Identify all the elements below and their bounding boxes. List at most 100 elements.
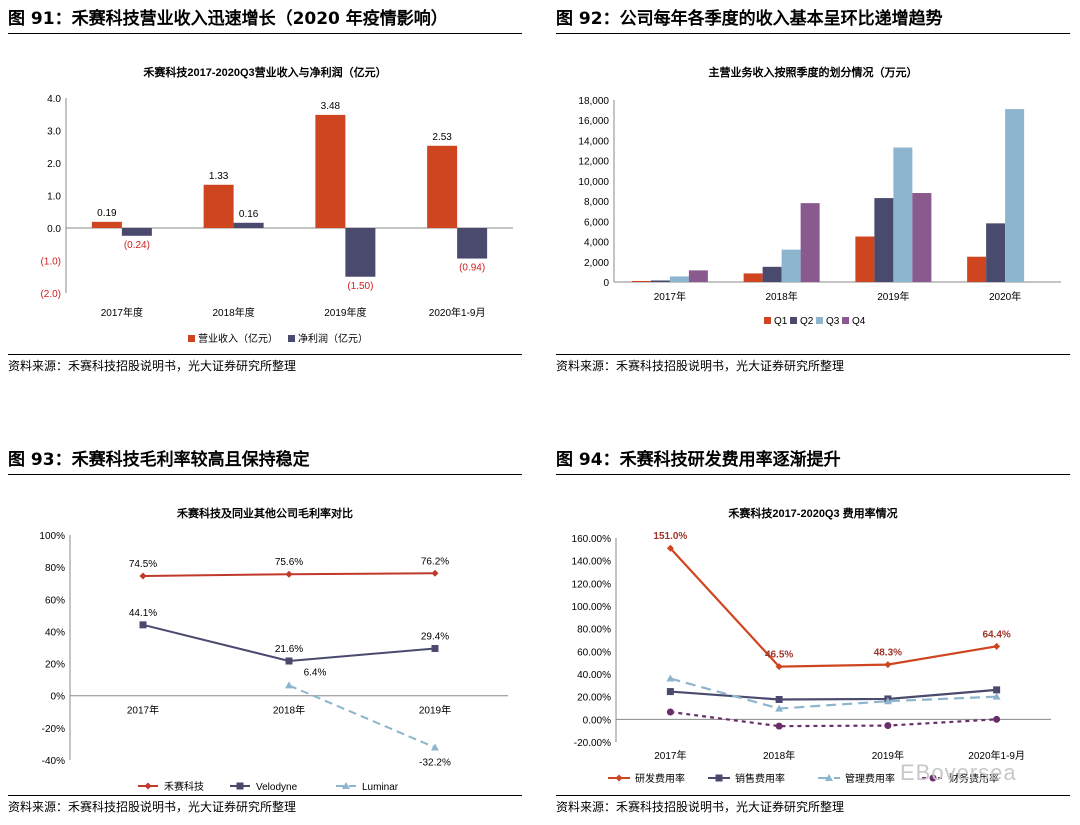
y-tick-label: 80.00%: [577, 625, 611, 636]
figure-source: 资料来源：禾赛科技招股说明书，光大证券研究所整理: [556, 795, 1070, 817]
x-tick-label: 2017年: [654, 749, 686, 762]
y-tick-label: 60%: [45, 595, 65, 606]
y-tick-label: 100%: [39, 531, 65, 542]
y-tick-label: (2.0): [40, 289, 61, 300]
legend-swatch: [188, 335, 195, 342]
figure-title: 图 94：禾赛科技研发费用率逐渐提升: [556, 445, 1070, 475]
bar-revenue: [203, 184, 234, 228]
data-label: 151.0%: [653, 531, 687, 542]
point-marker: [775, 696, 783, 703]
legend-label: 营业收入（亿元）: [198, 332, 278, 345]
y-tick-label: 0: [603, 278, 609, 289]
y-tick-label: 6,000: [584, 217, 609, 228]
x-tick-label: 2017年: [654, 290, 686, 303]
point-marker: [993, 642, 1001, 650]
x-tick-label: 2019年: [872, 749, 904, 762]
y-tick-label: 1.0: [47, 192, 61, 203]
figure-source: 资料来源：禾赛科技招股说明书，光大证券研究所整理: [8, 354, 522, 376]
bar-q3: [1005, 109, 1025, 282]
figure-source: 资料来源：禾赛科技招股说明书，光大证券研究所整理: [8, 795, 522, 817]
y-tick-label: 20%: [45, 660, 65, 671]
line-luminar: [288, 684, 436, 749]
point-marker: [285, 657, 293, 665]
x-tick-label: 2019年: [419, 704, 451, 717]
figure-92: 图 92：公司每年各季度的收入基本呈环比递增趋势 主营业务收入按照季度的划分情况…: [556, 4, 1070, 384]
y-tick-label: 100.00%: [572, 602, 612, 613]
bar-q3: [781, 249, 801, 282]
y-tick-label: 3.0: [47, 127, 61, 138]
legend-label: Q4: [852, 316, 866, 327]
chart-svg: 禾赛科技2017-2020Q3营业收入与净利润（亿元） 4.0 3.0 2.0 1.0 0…: [40, 65, 513, 345]
data-label: 2.53: [432, 132, 452, 143]
data-label: 44.1%: [129, 608, 157, 619]
y-tick-label: -40%: [42, 756, 65, 767]
x-tick-label: 2018年: [766, 290, 798, 303]
bar-net-profit: [457, 228, 488, 259]
bar-revenue: [315, 114, 346, 228]
legend-marker: [929, 774, 937, 782]
point-marker: [285, 681, 293, 689]
y-tick-label: 0.00%: [583, 715, 611, 726]
legend-swatch: [764, 317, 771, 324]
bar-q3: [669, 276, 689, 282]
point-marker: [775, 722, 783, 730]
y-tick-label: 60.00%: [577, 647, 611, 658]
x-tick-label: 2020年1-9月: [429, 306, 486, 319]
legend-swatch: [288, 335, 295, 342]
bar-revenue: [91, 221, 122, 228]
bar-q1: [967, 256, 987, 282]
data-label: 64.4%: [982, 629, 1010, 640]
chart-title: 禾赛科技2017-2020Q3 费用率情况: [728, 506, 897, 520]
data-label: 48.3%: [874, 648, 902, 659]
chart-svg: 主营业务收入按照季度的划分情况（万元） 0 2,000 4,000 6,000 8,000…: [578, 65, 1061, 327]
y-tick-label: 40.00%: [577, 670, 611, 681]
data-label: 0.16: [239, 209, 259, 220]
legend-label: 净利润（亿元）: [298, 332, 368, 345]
y-tick-label: 18,000: [578, 96, 609, 107]
bar-q4: [688, 270, 708, 282]
legend-marker: [342, 782, 350, 789]
legend-marker: [715, 774, 723, 782]
chart-quarterly-revenue: 主营业务收入按照季度的划分情况（万元） 0 2,000 4,000 6,000 8,000…: [556, 36, 1070, 354]
chart-svg: 禾赛科技及同业其他公司毛利率对比 100% 80% 60% 40% 20% 0% -20% -4…: [39, 506, 508, 793]
point-marker: [431, 743, 439, 751]
figure-source: 资料来源：禾赛科技招股说明书，光大证券研究所整理: [556, 354, 1070, 376]
legend-label: 禾赛科技: [164, 780, 204, 793]
y-tick-label: 8,000: [584, 197, 609, 208]
bar-q2: [874, 198, 894, 282]
y-tick-label: 4,000: [584, 238, 609, 249]
x-tick-label: 2018年度: [213, 306, 255, 319]
point-marker: [993, 686, 1001, 694]
y-tick-label: 2.0: [47, 159, 61, 170]
x-tick-label: 2019年度: [324, 306, 366, 319]
point-marker: [431, 569, 439, 577]
point-marker: [884, 722, 892, 730]
y-tick-label: 12,000: [578, 157, 609, 168]
x-tick-label: 2017年: [127, 704, 159, 717]
legend-marker: [144, 782, 152, 790]
point-marker: [666, 708, 674, 716]
y-tick-label: 140.00%: [572, 557, 612, 568]
y-tick-label: 16,000: [578, 116, 609, 127]
bar-revenue: [427, 145, 458, 228]
y-tick-label: 0.0: [47, 224, 61, 235]
bar-net-profit: [233, 222, 264, 228]
y-tick-label: 20.00%: [577, 693, 611, 704]
point-marker: [883, 697, 892, 705]
data-label: -32.2%: [419, 757, 451, 768]
line-series-3: [670, 710, 997, 728]
bar-q1: [743, 273, 763, 282]
legend-marker: [236, 782, 244, 790]
y-tick-label: 2,000: [584, 258, 609, 269]
bar-q4: [912, 193, 932, 282]
point-marker: [431, 644, 439, 652]
legend-label: Q1: [774, 316, 788, 327]
legend-swatch: [842, 317, 849, 324]
x-tick-label: 2019年: [877, 290, 909, 303]
y-tick-label: 0%: [51, 692, 66, 703]
y-tick-label: 120.00%: [572, 579, 612, 590]
point-marker: [992, 692, 1001, 700]
point-marker: [884, 661, 892, 669]
chart-expense-ratio: 禾赛科技2017-2020Q3 费用率情况 160.00% 140.00% 120.0…: [556, 477, 1070, 795]
bar-q2: [986, 223, 1006, 282]
